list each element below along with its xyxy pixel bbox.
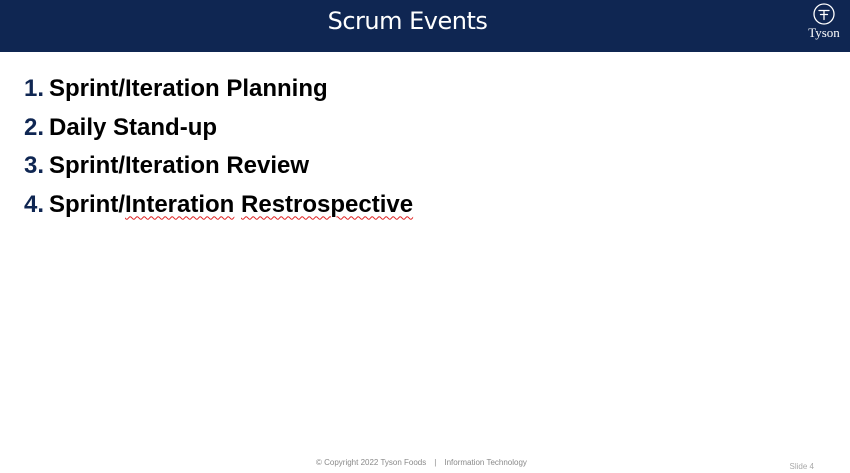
footer-copyright: © Copyright 2022 Tyson Foods	[316, 458, 426, 467]
scrum-events-list: 1. Sprint/Iteration Planning 2. Daily St…	[24, 75, 413, 229]
list-item: 3. Sprint/Iteration Review	[24, 152, 413, 191]
list-item-label: Sprint/Interation Restrospective	[49, 191, 413, 219]
list-item: 4. Sprint/Interation Restrospective	[24, 191, 413, 230]
header-bar: Scrum Events Tyson	[0, 0, 850, 52]
list-item: 2. Daily Stand-up	[24, 114, 413, 153]
misspelled-word[interactable]: Restrospective	[241, 191, 413, 218]
list-item-number: 2.	[24, 114, 49, 142]
tyson-logo: Tyson	[804, 3, 844, 47]
slide-title: Scrum Events	[0, 6, 815, 36]
list-item: 1. Sprint/Iteration Planning	[24, 75, 413, 114]
list-item-number: 1.	[24, 75, 49, 103]
list-item-number: 4.	[24, 191, 49, 219]
list-item-label: Daily Stand-up	[49, 114, 217, 142]
footer-separator: |	[434, 458, 436, 467]
list-item-number: 3.	[24, 152, 49, 180]
label-space	[234, 191, 241, 218]
misspelled-word[interactable]: Interation	[125, 191, 234, 218]
logo-text: Tyson	[804, 25, 844, 41]
label-word: Sprint/	[49, 191, 125, 218]
slide-number: Slide 4	[790, 462, 814, 471]
tyson-logo-icon	[813, 3, 835, 25]
footer-department: Information Technology	[444, 458, 527, 467]
footer: © Copyright 2022 Tyson Foods | Information…	[316, 458, 527, 467]
list-item-label: Sprint/Iteration Review	[49, 152, 309, 180]
list-item-label: Sprint/Iteration Planning	[49, 75, 328, 103]
